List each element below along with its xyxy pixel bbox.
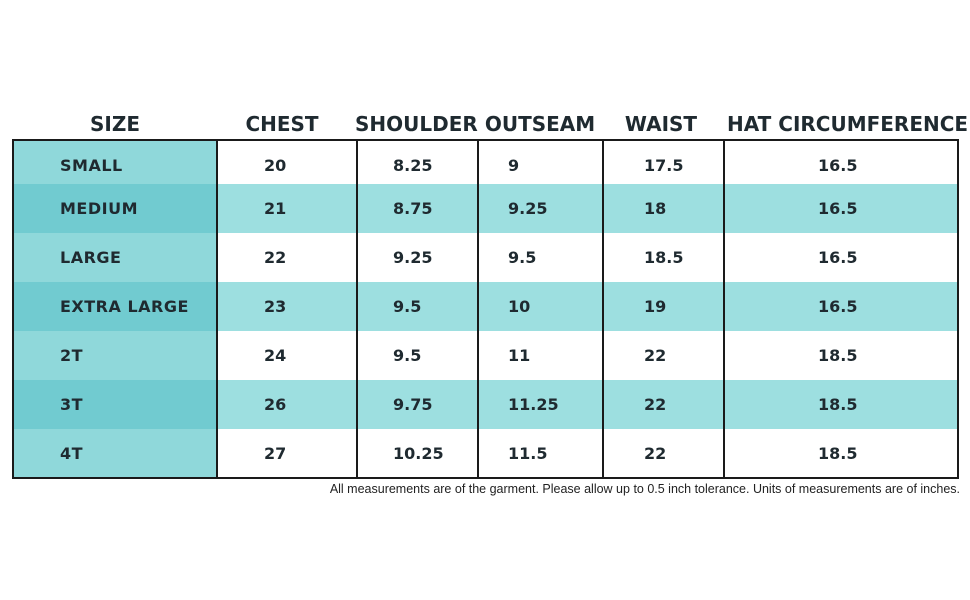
chest-value: 22 — [264, 248, 287, 267]
outseam-value: 9.25 — [508, 199, 548, 218]
outseam-value: 9 — [508, 156, 520, 175]
shoulder-value: 9.5 — [393, 346, 422, 365]
hat-value: 16.5 — [818, 248, 858, 267]
hat-value: 18.5 — [818, 395, 858, 414]
shoulder-value: 8.75 — [393, 199, 433, 218]
size-cell — [14, 380, 216, 429]
column-divider — [477, 141, 479, 477]
chest-value: 24 — [264, 346, 287, 365]
size-chart-rows: SMALL 20 8.25 9 17.5 16.5 MEDIUM 21 8.75… — [14, 141, 957, 477]
waist-value: 22 — [644, 444, 667, 463]
header-shoulder: SHOULDER — [355, 112, 478, 136]
chest-value: 20 — [264, 156, 287, 175]
shoulder-value: 10.25 — [393, 444, 444, 463]
size-cell — [14, 184, 216, 233]
hat-value: 18.5 — [818, 346, 858, 365]
column-divider — [356, 141, 358, 477]
shoulder-value: 8.25 — [393, 156, 433, 175]
chest-value: 23 — [264, 297, 287, 316]
size-label: SMALL — [60, 156, 123, 175]
measurement-footnote: All measurements are of the garment. Ple… — [329, 482, 960, 496]
waist-value: 18.5 — [644, 248, 684, 267]
table-row: MEDIUM 21 8.75 9.25 18 16.5 — [14, 184, 957, 233]
column-divider — [602, 141, 604, 477]
size-label: LARGE — [60, 248, 122, 267]
table-row: 2T 24 9.5 11 22 18.5 — [14, 331, 957, 380]
size-label: 4T — [60, 444, 84, 463]
chest-value: 21 — [264, 199, 287, 218]
hat-value: 18.5 — [818, 444, 858, 463]
size-cell — [14, 282, 216, 331]
chest-value: 27 — [264, 444, 287, 463]
waist-value: 18 — [644, 199, 667, 218]
outseam-value: 11 — [508, 346, 531, 365]
size-label: 3T — [60, 395, 84, 414]
hat-value: 16.5 — [818, 297, 858, 316]
size-chart-header-row: SIZE CHEST SHOULDER OUTSEAM WAIST HAT CI… — [0, 110, 970, 138]
chest-value: 26 — [264, 395, 287, 414]
header-waist: WAIST — [624, 112, 698, 136]
table-row: SMALL 20 8.25 9 17.5 16.5 — [14, 141, 957, 190]
header-outseam: OUTSEAM — [484, 112, 596, 136]
waist-value: 17.5 — [644, 156, 684, 175]
table-row: 3T 26 9.75 11.25 22 18.5 — [14, 380, 957, 429]
waist-value: 22 — [644, 346, 667, 365]
hat-value: 16.5 — [818, 199, 858, 218]
hat-value: 16.5 — [818, 156, 858, 175]
outseam-value: 10 — [508, 297, 531, 316]
shoulder-value: 9.25 — [393, 248, 433, 267]
size-label: 2T — [60, 346, 84, 365]
header-hat-circumference: HAT CIRCUMFERENCE — [727, 112, 969, 136]
header-size: SIZE — [89, 112, 140, 136]
outseam-value: 11.25 — [508, 395, 559, 414]
outseam-value: 9.5 — [508, 248, 537, 267]
waist-value: 22 — [644, 395, 667, 414]
outseam-value: 11.5 — [508, 444, 548, 463]
size-chart-table: SMALL 20 8.25 9 17.5 16.5 MEDIUM 21 8.75… — [12, 139, 959, 479]
column-divider — [723, 141, 725, 477]
waist-value: 19 — [644, 297, 667, 316]
table-row: EXTRA LARGE 23 9.5 10 19 16.5 — [14, 282, 957, 331]
size-label: MEDIUM — [60, 199, 138, 218]
header-chest: CHEST — [245, 112, 319, 136]
table-row: 4T 27 10.25 11.5 22 18.5 — [14, 429, 957, 477]
size-cell — [14, 429, 216, 477]
size-cell — [14, 331, 216, 380]
table-row: LARGE 22 9.25 9.5 18.5 16.5 — [14, 233, 957, 282]
size-label: EXTRA LARGE — [60, 297, 189, 316]
shoulder-value: 9.5 — [393, 297, 422, 316]
shoulder-value: 9.75 — [393, 395, 433, 414]
